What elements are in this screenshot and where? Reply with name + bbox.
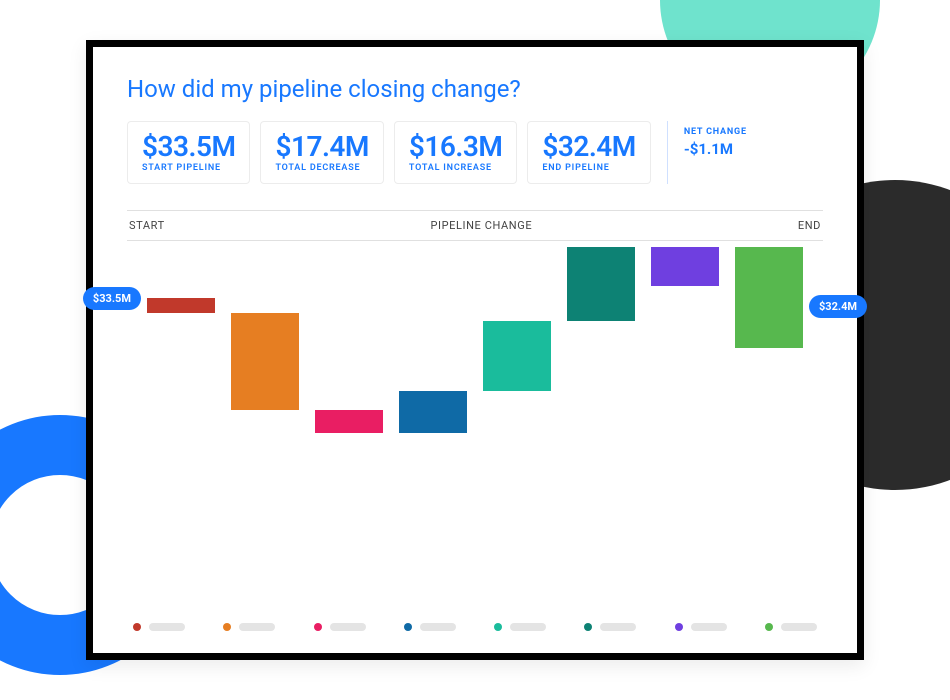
waterfall-bar[interactable] <box>735 247 803 348</box>
legend-placeholder <box>149 623 185 631</box>
waterfall-bar[interactable] <box>651 247 719 286</box>
legend-item[interactable] <box>494 623 546 631</box>
kpi-value: $32.4M <box>542 132 635 161</box>
kpi-end-pipeline: $32.4M END PIPELINE <box>527 121 650 184</box>
legend-placeholder <box>510 623 546 631</box>
kpi-total-decrease: $17.4M TOTAL DECREASE <box>260 121 383 184</box>
net-change-label: NET CHANGE <box>684 127 747 137</box>
legend-placeholder <box>781 623 817 631</box>
axis-start-label: START <box>129 219 165 232</box>
legend-placeholder <box>691 623 727 631</box>
legend-placeholder <box>600 623 636 631</box>
legend-item[interactable] <box>314 623 366 631</box>
waterfall-bar[interactable] <box>231 313 299 410</box>
legend-placeholder <box>239 623 275 631</box>
legend-item[interactable] <box>404 623 456 631</box>
legend-dot-icon <box>494 623 502 631</box>
legend-item[interactable] <box>675 623 727 631</box>
legend-placeholder <box>420 623 456 631</box>
legend-dot-icon <box>675 623 683 631</box>
legend-dot-icon <box>133 623 141 631</box>
chart-legend <box>127 613 823 635</box>
legend-item[interactable] <box>223 623 275 631</box>
waterfall-bar[interactable] <box>567 247 635 321</box>
kpi-label: END PIPELINE <box>542 163 635 173</box>
kpi-start-pipeline: $33.5M START PIPELINE <box>127 121 250 184</box>
legend-dot-icon <box>765 623 773 631</box>
waterfall-bar[interactable] <box>315 410 383 432</box>
waterfall-bar[interactable] <box>147 298 215 314</box>
kpi-row: $33.5M START PIPELINE $17.4M TOTAL DECRE… <box>127 121 823 184</box>
kpi-value: $33.5M <box>142 132 235 161</box>
kpi-label: TOTAL INCREASE <box>409 163 502 173</box>
dashboard-panel: How did my pipeline closing change? $33.… <box>86 40 864 660</box>
waterfall-bar[interactable] <box>483 321 551 391</box>
legend-dot-icon <box>314 623 322 631</box>
chart-axis-labels: START PIPELINE CHANGE END <box>127 210 823 241</box>
legend-item[interactable] <box>133 623 185 631</box>
legend-dot-icon <box>223 623 231 631</box>
page-title: How did my pipeline closing change? <box>127 75 823 103</box>
kpi-value: $17.4M <box>275 132 368 161</box>
kpi-label: TOTAL DECREASE <box>275 163 368 173</box>
kpi-total-increase: $16.3M TOTAL INCREASE <box>394 121 517 184</box>
value-pill: $32.4M <box>809 295 867 318</box>
axis-center-label: PIPELINE CHANGE <box>430 219 532 232</box>
legend-placeholder <box>330 623 366 631</box>
legend-item[interactable] <box>584 623 636 631</box>
value-pill: $33.5M <box>83 287 141 310</box>
legend-dot-icon <box>584 623 592 631</box>
waterfall-chart: $33.5M$32.4M <box>127 247 823 613</box>
waterfall-bar[interactable] <box>399 391 467 433</box>
net-change-value: -$1.1M <box>684 140 747 158</box>
kpi-value: $16.3M <box>409 132 502 161</box>
kpi-label: START PIPELINE <box>142 163 235 173</box>
legend-item[interactable] <box>765 623 817 631</box>
legend-dot-icon <box>404 623 412 631</box>
axis-end-label: END <box>798 219 821 232</box>
kpi-net-change: NET CHANGE -$1.1M <box>667 121 747 184</box>
